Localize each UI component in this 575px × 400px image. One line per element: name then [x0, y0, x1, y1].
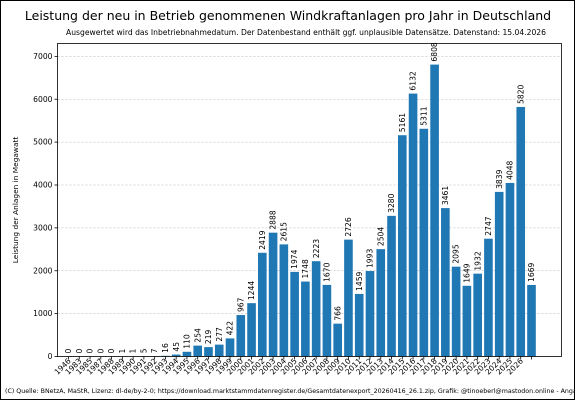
bar	[484, 238, 493, 357]
bar-value-label: 3280	[387, 193, 396, 212]
bar-value-label: 16	[161, 343, 170, 353]
bar	[408, 93, 418, 357]
bar	[268, 232, 278, 357]
bar	[247, 303, 256, 357]
chart-subtitle: Ausgewertet wird das Inbetriebnahmedatum…	[66, 28, 546, 37]
y-axis: 0 1000 2000 3000 4000 5000 6000 7000	[33, 52, 58, 361]
y-tick-label: 6000	[33, 95, 52, 104]
bar-value-label: 2419	[258, 230, 267, 249]
bar-value-label: 967	[236, 297, 245, 312]
bar	[473, 273, 482, 357]
y-tick-label: 1000	[33, 309, 52, 318]
bar-value-label: 6808	[430, 42, 439, 61]
bar	[333, 323, 342, 357]
bar	[376, 249, 386, 357]
bar-value-label: 6132	[409, 71, 418, 90]
bar	[258, 252, 267, 357]
bar	[301, 281, 310, 357]
bar-value-label: 1	[118, 348, 127, 353]
bar-value-label: 219	[204, 329, 213, 344]
bar	[322, 284, 332, 357]
bar-value-label: 2615	[279, 222, 288, 241]
bar-value-label: 2095	[452, 244, 461, 263]
bar-value-label: 0	[75, 349, 84, 354]
bar	[193, 345, 203, 357]
bar-value-label: 2223	[312, 239, 321, 258]
y-tick-label: 2000	[33, 266, 52, 275]
bar-value-label: 1993	[366, 249, 375, 268]
bar	[430, 64, 439, 357]
bar-value-label: 5311	[419, 106, 428, 125]
y-tick-label: 3000	[33, 223, 52, 232]
bar	[441, 208, 450, 357]
bar-value-label: 422	[226, 321, 235, 336]
bar-value-label: 5820	[516, 84, 525, 103]
bar	[527, 284, 536, 357]
bar-value-label: 1932	[473, 251, 482, 270]
bar-value-label: 1670	[323, 262, 332, 281]
bar	[354, 293, 364, 357]
bar-value-label: 0	[107, 349, 116, 354]
bar	[182, 351, 192, 357]
bar	[494, 191, 504, 357]
bar-value-label: 2504	[376, 227, 385, 246]
bar	[214, 344, 224, 357]
bar-value-label: 1459	[355, 271, 364, 290]
y-tick-label: 0	[48, 352, 53, 361]
bar	[419, 128, 429, 357]
bar-value-label: 0	[64, 349, 73, 354]
value-labels: 0 0 0 0 0 1 1 5 7 16 45 110 254 219 277 422967124424192…	[64, 42, 536, 353]
bar-value-label: 3839	[495, 169, 504, 188]
bar	[204, 347, 213, 357]
bar-value-label: 5	[139, 348, 148, 353]
bar	[365, 271, 375, 357]
bars	[118, 64, 536, 357]
bar-value-label: 2726	[344, 217, 353, 236]
bar	[290, 271, 299, 357]
plot-area-border	[57, 43, 562, 357]
x-axis: 1946198319851987198819891990199119921993…	[53, 356, 532, 377]
bar-value-label: 2888	[269, 210, 278, 229]
bar	[279, 244, 289, 357]
bar	[344, 239, 353, 357]
bar	[505, 182, 515, 357]
bar-value-label: 766	[333, 306, 342, 321]
bar-value-label: 45	[172, 342, 181, 352]
bar-value-label: 1	[129, 348, 138, 353]
footer-source: (C) Quelle: BNetzA, MaStR, Lizenz: dl-de…	[5, 387, 574, 395]
bar	[451, 266, 461, 357]
bar-value-label: 5161	[398, 113, 407, 132]
y-tick-label: 7000	[33, 52, 52, 61]
bar-value-label: 277	[215, 327, 224, 342]
chart-title: Leistung der neu in Betrieb genommenen W…	[25, 8, 551, 23]
bar-value-label: 1974	[290, 249, 299, 268]
y-axis-label: Leistung der Anlagen in Megawatt	[11, 137, 20, 264]
bar	[387, 215, 396, 357]
bar-value-label: 1748	[301, 259, 310, 278]
bar	[225, 338, 235, 357]
bar-value-label: 4048	[506, 160, 515, 179]
y-tick-label: 5000	[33, 138, 52, 147]
bar-value-label: 110	[183, 334, 192, 349]
bar	[171, 354, 181, 357]
bar-value-label: 1649	[462, 263, 471, 282]
bar-value-label: 3461	[441, 186, 450, 205]
bar-value-label: 2747	[484, 216, 493, 235]
bar	[236, 315, 246, 357]
grid-lines	[57, 56, 562, 357]
bar-value-label: 0	[86, 349, 95, 354]
y-tick-label: 4000	[33, 181, 52, 190]
bar	[311, 261, 321, 357]
bar	[462, 285, 472, 357]
bar-value-label: 1669	[527, 262, 536, 281]
bar-value-label: 7	[150, 348, 159, 353]
bar-value-label: 254	[193, 328, 202, 343]
bar	[397, 135, 407, 357]
bar-value-label: 0	[96, 349, 105, 354]
bar	[516, 106, 526, 357]
bar-value-label: 1244	[247, 281, 256, 300]
